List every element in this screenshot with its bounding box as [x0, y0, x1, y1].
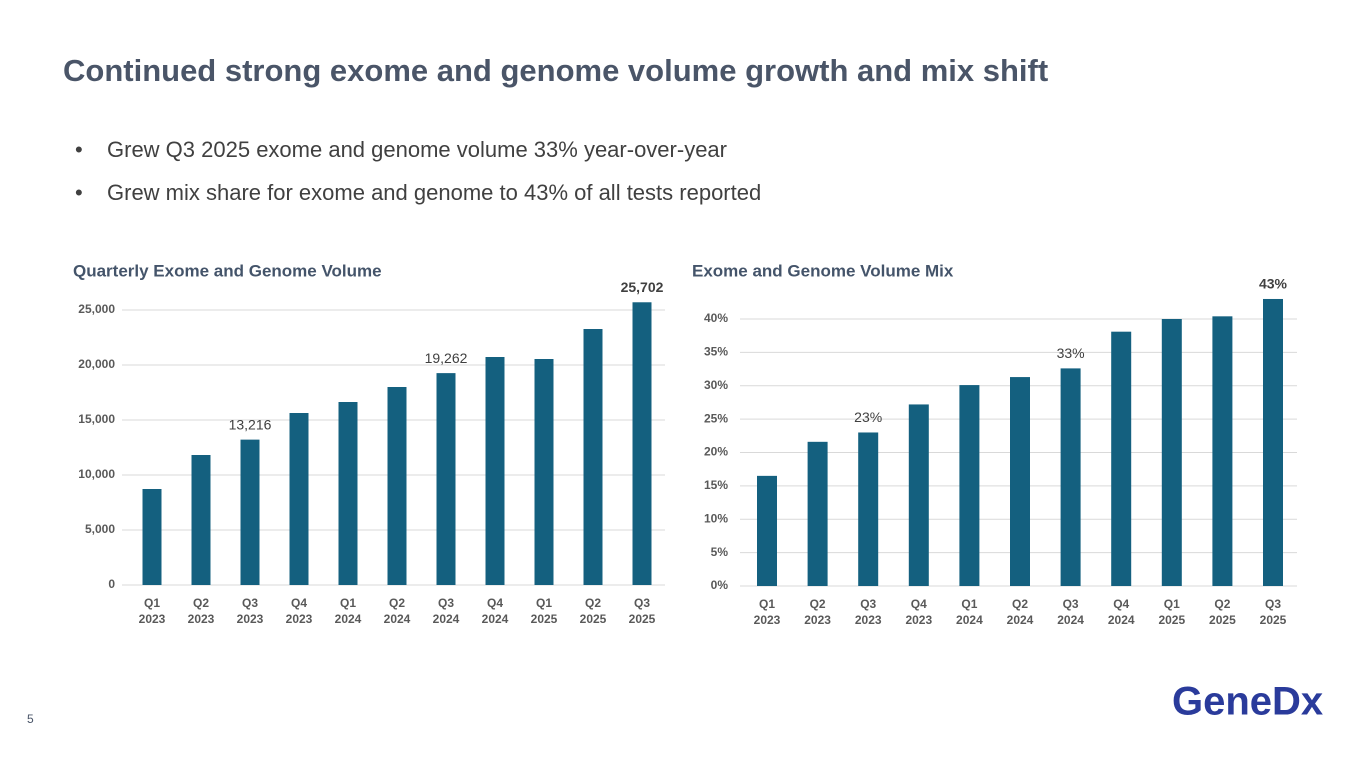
data-label: 25,702	[621, 279, 664, 295]
x-tick-label: Q2 2023	[188, 596, 215, 626]
bar	[191, 455, 211, 585]
x-tick-label: Q3 2024	[1057, 597, 1084, 627]
y-tick-label: 30%	[704, 378, 728, 392]
bar	[387, 387, 407, 585]
bar	[338, 402, 358, 585]
data-label: 33%	[1057, 345, 1085, 361]
bar	[1010, 377, 1030, 586]
x-tick-label: Q3 2025	[1260, 597, 1287, 627]
bar	[583, 329, 603, 585]
x-tick-label: Q1 2023	[754, 597, 781, 627]
x-tick-label: Q4 2023	[286, 596, 313, 626]
bar	[1111, 331, 1132, 586]
x-tick-label: Q2 2024	[1007, 597, 1034, 627]
x-tick-label: Q3 2025	[629, 596, 656, 626]
bar	[289, 413, 309, 585]
page-number: 5	[27, 712, 34, 726]
bullet-dot: •	[75, 180, 83, 205]
bullet-dot: •	[75, 137, 83, 162]
y-tick-label: 25%	[704, 411, 728, 425]
y-tick-label: 20,000	[78, 357, 115, 371]
data-label: 13,216	[229, 416, 272, 432]
y-tick-label: 5,000	[85, 522, 115, 536]
bar	[142, 489, 162, 585]
y-tick-label: 0%	[711, 578, 729, 592]
x-tick-label: Q1 2024	[335, 596, 362, 626]
bar	[485, 357, 505, 585]
chart-title: Exome and Genome Volume Mix	[692, 261, 954, 280]
bar	[1212, 316, 1233, 586]
x-tick-label: Q1 2024	[956, 597, 983, 627]
x-tick-label: Q2 2025	[580, 596, 607, 626]
bullet: Grew Q3 2025 exome and genome volume 33%…	[107, 137, 727, 162]
bar	[1060, 368, 1081, 586]
x-tick-label: Q1 2023	[139, 596, 166, 626]
bar	[534, 359, 554, 585]
y-tick-label: 20%	[704, 445, 728, 459]
bar	[1161, 319, 1182, 586]
x-tick-label: Q3 2024	[433, 596, 460, 626]
y-tick-label: 10,000	[78, 467, 115, 481]
x-tick-label: Q3 2023	[237, 596, 264, 626]
x-tick-label: Q4 2024	[482, 596, 509, 626]
bar	[1263, 298, 1283, 586]
x-tick-label: Q4 2024	[1108, 597, 1135, 627]
y-tick-label: 10%	[704, 511, 728, 525]
x-tick-label: Q2 2025	[1209, 597, 1236, 627]
x-tick-label: Q2 2023	[804, 597, 831, 627]
bar	[436, 373, 456, 585]
bar	[959, 385, 980, 586]
data-label: 43%	[1259, 276, 1288, 292]
bar	[908, 404, 929, 586]
x-tick-label: Q2 2024	[384, 596, 411, 626]
y-tick-label: 25,000	[78, 302, 115, 316]
bar	[807, 441, 828, 586]
y-tick-label: 15%	[704, 478, 728, 492]
y-tick-label: 40%	[704, 311, 728, 325]
y-tick-label: 5%	[711, 545, 729, 559]
x-tick-label: Q4 2023	[905, 597, 932, 627]
logo: GeneDx	[1172, 680, 1323, 724]
x-tick-label: Q3 2023	[855, 597, 882, 627]
bar	[858, 432, 879, 586]
data-label: 23%	[854, 409, 882, 425]
y-tick-label: 35%	[704, 345, 728, 359]
bar	[757, 475, 777, 586]
bar	[632, 302, 652, 585]
bar	[240, 439, 260, 585]
bullet: Grew mix share for exome and genome to 4…	[107, 180, 761, 205]
y-tick-label: 0	[108, 577, 115, 591]
chart-title: Quarterly Exome and Genome Volume	[73, 261, 382, 280]
x-tick-label: Q1 2025	[1158, 597, 1185, 627]
y-tick-label: 15,000	[78, 412, 115, 426]
x-tick-label: Q1 2025	[531, 596, 558, 626]
slide-title: Continued strong exome and genome volume…	[63, 53, 1048, 88]
data-label: 19,262	[425, 350, 468, 366]
